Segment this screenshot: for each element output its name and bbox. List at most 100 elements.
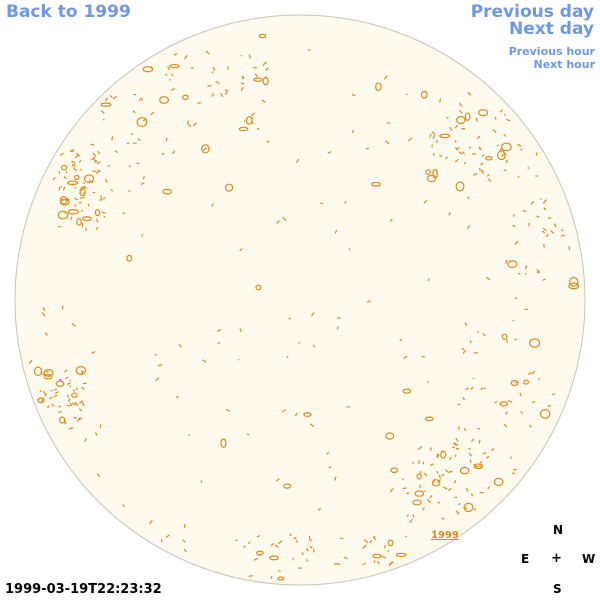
contour-segment (542, 227, 547, 232)
contour-segment (343, 556, 348, 559)
contour-segment (429, 447, 432, 451)
contour-segment (531, 370, 536, 375)
contour-segment (76, 152, 80, 157)
contour-segment (97, 150, 100, 154)
contour-segment (385, 140, 390, 145)
contour-segment (45, 332, 48, 336)
contour-segment (72, 389, 76, 392)
contour-segment (81, 371, 84, 375)
contour-segment (527, 372, 532, 375)
contour-segment (149, 520, 153, 525)
contour-segment (461, 151, 465, 155)
contour-loop (60, 199, 70, 206)
contour-segment (296, 158, 300, 163)
contour-loop (136, 117, 148, 128)
contour-loop (162, 188, 173, 195)
contour-segment (499, 109, 503, 113)
contour-segment (480, 461, 482, 464)
contour-loop (33, 366, 43, 377)
contour-segment (389, 219, 393, 222)
contour-segment (542, 230, 545, 234)
contour-loop (303, 412, 312, 417)
contour-loop (459, 466, 470, 475)
contour-loop (262, 76, 269, 86)
previous-day-link[interactable]: Previous day (470, 2, 594, 22)
contour-segment (505, 259, 508, 265)
contour-loop (568, 282, 580, 290)
contour-segment (211, 71, 214, 74)
contour-segment (165, 534, 170, 538)
contour-segment (474, 465, 479, 468)
contour-segment (65, 376, 69, 380)
contour-segment (486, 277, 491, 280)
contour-loop (432, 168, 438, 179)
contour-segment (431, 131, 436, 135)
disk-year-link[interactable]: 1999 (431, 530, 459, 541)
contour-loop (37, 397, 45, 404)
contour-loop (142, 66, 154, 73)
contour-segment (200, 480, 203, 483)
contour-loop (402, 388, 412, 394)
contour-segment (69, 402, 73, 407)
contour-loop (220, 438, 227, 448)
compass-south: S (553, 582, 562, 596)
contour-loop (501, 333, 508, 340)
contour-segment (448, 470, 453, 473)
contour-segment (503, 134, 506, 137)
contour-segment (142, 176, 145, 180)
contour-segment (205, 50, 210, 55)
contour-segment (64, 211, 67, 215)
contour-loop (414, 490, 425, 497)
contour-segment (81, 386, 85, 390)
contour-segment (68, 427, 73, 430)
contour-loop (169, 63, 180, 69)
contour-segment (519, 392, 522, 397)
contour-segment (550, 230, 555, 234)
contour-segment (346, 405, 351, 408)
contour-segment (87, 203, 90, 207)
contour-segment (505, 159, 508, 164)
back-to-year-link[interactable]: Back to 1999 (6, 2, 131, 22)
contour-segment (261, 99, 266, 103)
contour-segment (265, 67, 269, 71)
compass-center: + (551, 551, 562, 566)
previous-hour-link[interactable]: Previous hour (508, 45, 595, 58)
contour-loop (82, 216, 92, 222)
contour-segment (458, 110, 463, 114)
contour-segment (256, 535, 261, 538)
contour-segment (334, 476, 337, 481)
contour-segment (475, 117, 478, 122)
contour-segment (215, 81, 220, 84)
contour-loop (485, 155, 493, 161)
contour-segment (96, 161, 101, 164)
contour-segment (457, 426, 460, 430)
contour-segment (409, 518, 413, 523)
next-hour-link[interactable]: Next hour (533, 58, 596, 71)
contour-segment (454, 139, 457, 143)
contour-segment (462, 397, 465, 400)
contour-segment (220, 93, 224, 97)
contour-segment (72, 167, 77, 172)
contour-segment (319, 202, 324, 205)
contour-loop (420, 90, 428, 99)
contour-segment (469, 459, 472, 464)
contour-segment (480, 162, 484, 166)
contour-loop (57, 210, 69, 220)
contour-loop (464, 112, 471, 122)
contour-segment (72, 402, 76, 406)
contour-loop (493, 477, 504, 487)
contour-segment (491, 448, 495, 451)
contour-segment (288, 317, 291, 320)
contour-segment (512, 224, 516, 228)
contour-segment (469, 146, 472, 149)
observation-timestamp: 1999-03-19T22:23:32 (5, 582, 162, 597)
contour-segment (224, 89, 229, 92)
contour-segment (126, 142, 130, 145)
contour-segment (171, 73, 174, 76)
contour-segment (274, 544, 279, 548)
contour-segment (508, 400, 513, 403)
next-day-link[interactable]: Next day (509, 19, 594, 39)
contour-segment (105, 178, 108, 183)
contour-segment (28, 359, 33, 364)
contour-segment (104, 97, 108, 101)
